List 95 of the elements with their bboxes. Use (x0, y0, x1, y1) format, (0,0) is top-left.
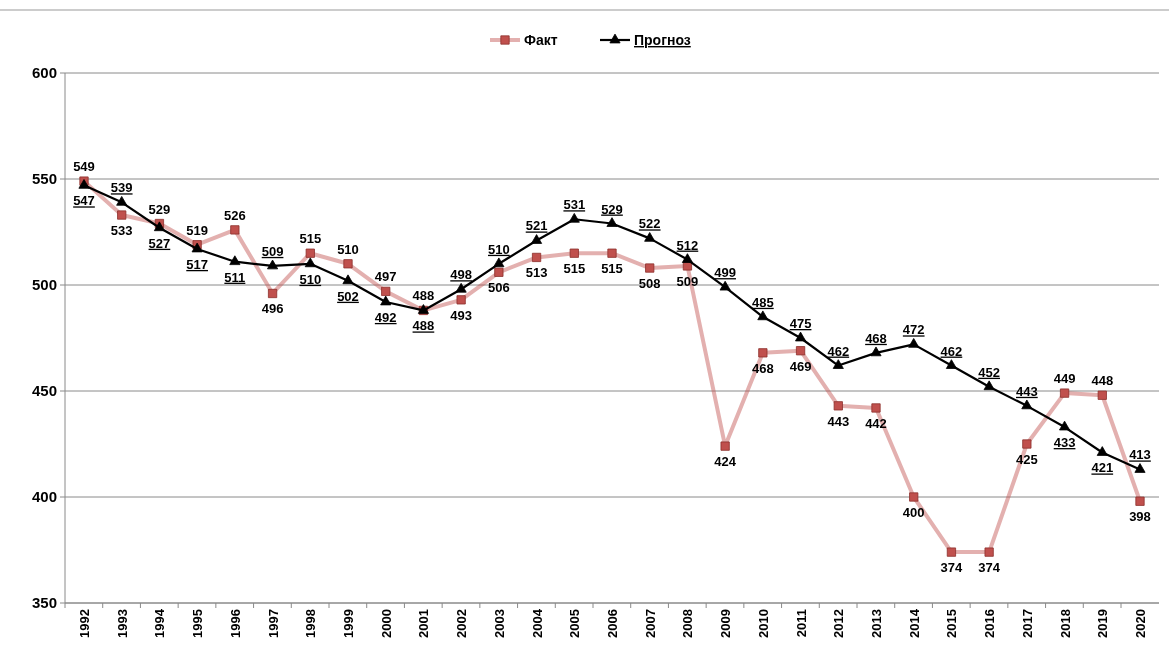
data-label: 509 (261, 243, 284, 259)
data-label: 468 (752, 360, 774, 376)
data-label: 493 (450, 307, 472, 323)
x-tick-label: 2004 (529, 608, 545, 638)
data-label: 449 (1053, 371, 1076, 387)
x-tick-label: 2018 (1057, 609, 1073, 638)
data-label: 511 (224, 269, 246, 285)
data-label: 526 (224, 207, 246, 223)
data-label: 421 (1091, 460, 1114, 476)
x-tick-label: 1999 (341, 609, 356, 638)
x-tick-label: 2002 (454, 609, 470, 638)
data-label: 510 (337, 241, 359, 257)
x-tick-label: 2001 (416, 609, 432, 638)
x-tick-label: 2016 (982, 609, 998, 638)
data-label: 374 (940, 560, 964, 576)
data-label: 510 (299, 271, 322, 287)
data-label: 433 (1053, 435, 1076, 451)
data-label: 469 (789, 358, 812, 374)
data-label: 488 (412, 318, 435, 334)
x-tick-label: 2017 (1019, 609, 1035, 638)
data-label: 398 (1129, 509, 1151, 525)
data-label: 443 (1016, 383, 1038, 399)
x-tick-label: 1993 (114, 609, 130, 638)
data-label: 515 (299, 231, 322, 247)
data-label: 462 (827, 343, 850, 359)
data-label: 499 (714, 265, 736, 281)
data-label: 424 (714, 454, 737, 470)
x-tick-label: 2008 (680, 609, 696, 638)
data-label: 506 (488, 280, 510, 296)
x-tick-label: 2013 (869, 609, 884, 638)
data-label: 513 (525, 265, 548, 281)
data-label: 425 (1016, 452, 1038, 467)
data-label: 497 (374, 269, 397, 285)
data-label: 413 (1129, 447, 1151, 463)
data-label: 519 (186, 222, 208, 238)
y-tick-label: 600 (31, 64, 57, 81)
data-label: 472 (902, 322, 925, 338)
y-tick-label: 500 (31, 276, 57, 293)
data-label: 549 (73, 159, 95, 175)
data-label: 496 (261, 301, 284, 317)
data-label: 517 (186, 256, 208, 272)
data-label: 462 (940, 343, 963, 359)
y-tick-label: 400 (31, 488, 57, 505)
x-tick-label: 2005 (567, 609, 583, 638)
data-label: 529 (148, 201, 171, 217)
legend-label: Прогноз (634, 32, 691, 48)
data-label: 448 (1091, 373, 1114, 389)
data-label: 510 (488, 241, 510, 257)
data-label: 468 (865, 330, 887, 346)
legend-label: Факт (524, 32, 558, 48)
y-tick-label: 350 (31, 594, 57, 611)
x-tick-label: 2020 (1133, 609, 1148, 638)
x-tick-label: 2000 (378, 609, 394, 638)
data-label: 492 (374, 309, 397, 325)
data-label: 488 (412, 288, 435, 304)
x-tick-label: 1992 (77, 609, 92, 638)
data-label: 522 (638, 216, 661, 232)
data-label: 529 (601, 201, 623, 217)
x-tick-label: 2014 (906, 608, 922, 638)
x-tick-label: 2010 (755, 609, 771, 638)
data-label: 443 (827, 413, 850, 429)
data-label: 485 (752, 294, 774, 310)
data-label: 527 (148, 235, 171, 251)
data-label: 508 (638, 276, 661, 292)
data-label: 533 (110, 223, 133, 239)
x-tick-label: 2007 (642, 609, 658, 638)
data-label: 515 (601, 261, 623, 277)
y-tick-label: 450 (31, 382, 57, 399)
data-label: 502 (337, 288, 359, 304)
data-label: 509 (676, 273, 699, 289)
data-label: 512 (676, 237, 699, 253)
x-tick-label: 1997 (265, 609, 281, 638)
x-tick-label: 2006 (605, 609, 620, 638)
data-label: 442 (865, 415, 887, 431)
data-label: 400 (902, 505, 925, 520)
x-tick-label: 1996 (227, 609, 243, 638)
data-label: 515 (563, 261, 586, 277)
data-label: 374 (978, 560, 1001, 576)
y-tick-label: 550 (31, 170, 57, 187)
x-tick-label: 1998 (303, 609, 319, 638)
data-label: 531 (563, 197, 586, 213)
x-tick-label: 2019 (1095, 609, 1111, 638)
data-label: 521 (525, 218, 548, 234)
data-label: 539 (110, 180, 133, 196)
x-tick-label: 1995 (190, 609, 206, 638)
x-tick-label: 2015 (944, 609, 960, 638)
x-tick-label: 2012 (831, 609, 847, 638)
data-label: 452 (978, 364, 1000, 380)
x-tick-label: 2003 (491, 609, 507, 638)
data-label: 475 (789, 316, 812, 331)
data-label: 547 (73, 193, 95, 209)
x-tick-label: 2011 (793, 609, 809, 638)
x-tick-label: 1994 (152, 608, 168, 638)
data-label: 498 (450, 267, 472, 283)
x-tick-label: 2009 (718, 609, 734, 638)
